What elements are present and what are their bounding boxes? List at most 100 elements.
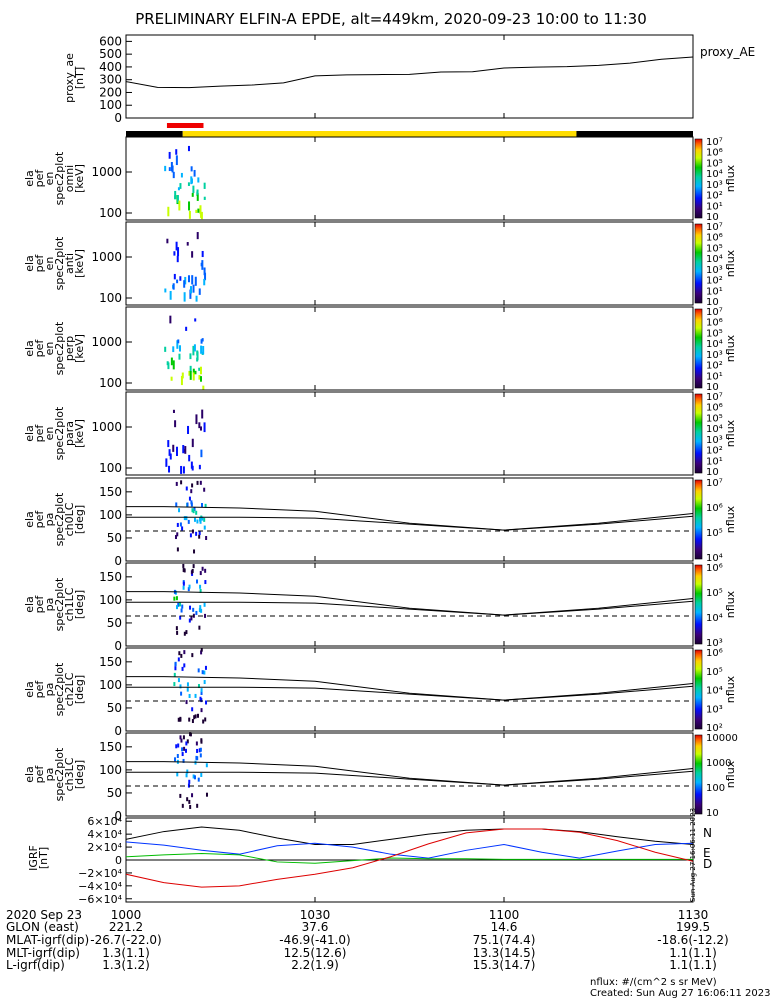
spectrogram-cell — [204, 568, 207, 573]
colorbar-label: nflux — [724, 419, 737, 447]
spectrogram-cell — [185, 773, 188, 778]
spectrogram-cell — [189, 353, 192, 360]
spectrogram-cell — [200, 708, 203, 713]
spectrogram-cell — [195, 755, 198, 760]
pa-panel-ylabel-line: [deg] — [73, 675, 86, 704]
spectrogram-cell — [200, 738, 203, 743]
ephemeris-value: 12.5(12.6) — [284, 946, 347, 960]
energy-panel-ylabel-line: ela — [23, 425, 36, 442]
spectrogram-cell — [188, 454, 191, 462]
spectrogram-cell — [175, 502, 178, 507]
spectrogram-cell — [200, 339, 203, 344]
spectrogram-cell — [198, 748, 201, 753]
spectrogram-cell — [204, 580, 207, 585]
colorbar-tick-label: 10¹ — [706, 456, 723, 467]
spectrogram-cell — [193, 775, 196, 780]
spectrogram-cell — [187, 425, 190, 434]
pa-panel-ylabel-line: [deg] — [73, 505, 86, 534]
colorbar — [694, 564, 703, 645]
colorbar-label: nflux — [724, 249, 737, 277]
spectrogram-cell — [178, 353, 181, 360]
energy-panel-ylabel-line: ela — [23, 255, 36, 272]
spectrogram-cell — [174, 666, 177, 671]
spectrogram-cell — [182, 581, 185, 586]
energy-panel-frame — [125, 391, 694, 476]
spectrogram-cell — [171, 165, 174, 173]
spectrogram-cell — [204, 503, 207, 508]
colorbar-tick-label: 10000 — [706, 733, 738, 744]
spectrogram-cell — [176, 772, 179, 777]
spectrogram-cell — [193, 517, 196, 522]
loss-cone-lower-line — [126, 600, 694, 616]
colorbar — [694, 734, 703, 815]
ephemeris-value: 14.6 — [491, 920, 518, 934]
proxy-ae-ylabel-line: [nT] — [73, 67, 86, 89]
spectrogram-cell — [197, 777, 200, 782]
colorbar-tick-label: 10⁷ — [706, 222, 723, 233]
spectrogram-cell — [167, 206, 170, 217]
energy-panel-ylabel-line: spec2plot — [53, 406, 66, 460]
colorbar-tick-label: 100 — [706, 783, 725, 794]
pa-panel-ylabel-line: pef — [33, 595, 46, 614]
colorbar-tick-label: 1000 — [706, 758, 731, 769]
energy-panel-ylabel-line: anti — [63, 253, 76, 274]
pa-panel-ylabel-line: ch2LC — [63, 672, 76, 706]
colorbar-tick-label: 10¹ — [706, 201, 723, 212]
spectrogram-cell — [176, 605, 179, 610]
spectrogram-cell — [197, 208, 200, 213]
spectrogram-cell — [187, 587, 190, 592]
spectrogram-cell — [201, 338, 204, 342]
spectrogram-cell — [194, 276, 197, 286]
pa-panel-ylabel-line: ela — [23, 681, 36, 698]
y-tick-label: 50 — [107, 701, 122, 715]
spectrogram-cell — [195, 531, 198, 536]
igrf-legend-entry: D — [703, 857, 712, 871]
spectrogram-cell — [188, 799, 191, 804]
loss-cone-upper-line — [126, 676, 694, 701]
ephemeris-row-label: MLT-igrf(dip) — [6, 946, 80, 960]
spectrogram-cell — [182, 563, 185, 568]
colorbar — [694, 393, 703, 474]
spectrogram-cell — [200, 345, 203, 354]
spectrogram-cell — [192, 368, 195, 374]
spectrogram-cell — [204, 272, 207, 281]
energy-panel-ylabel-line: perp — [63, 336, 76, 361]
spectrogram-cell — [174, 190, 177, 200]
spectrogram-cell — [189, 286, 192, 294]
colorbar-tick-label: 10² — [706, 191, 723, 202]
igrf-side-stamp: Sun Aug 27 16:06:11 2023 — [689, 808, 697, 902]
spectrogram-cell — [181, 666, 184, 671]
spectrogram-cell — [177, 602, 180, 607]
y-tick-label: 50 — [107, 616, 122, 630]
pa-panel-ylabel-line: pef — [33, 680, 46, 699]
colorbar-tick-label: 10⁴ — [706, 424, 723, 435]
colorbar-tick-label: 10⁶ — [706, 648, 723, 659]
y-tick-label: 200 — [99, 85, 122, 99]
energy-panel-ylabel-line: spec2plot — [53, 236, 66, 290]
spectrogram-cell — [186, 682, 189, 687]
y-tick-label: 6×10⁴ — [87, 815, 122, 828]
y-tick-label: 100 — [99, 291, 122, 305]
spectrogram-cell — [195, 209, 198, 214]
spectrogram-cell — [175, 481, 178, 486]
spectrogram-cell — [172, 409, 175, 413]
spectrogram-cell — [173, 251, 176, 256]
spectrogram-cell — [167, 440, 170, 448]
energy-panel-ylabel-line: en — [43, 257, 56, 271]
ephemeris-row-label: MLAT-igrf(dip) — [6, 933, 89, 947]
spectrogram-cell — [196, 189, 199, 195]
spectrogram-cell — [188, 779, 191, 784]
colorbar-tick-label: 10⁴ — [706, 169, 723, 180]
spectrogram-cell — [196, 748, 199, 753]
igrf-legend-entry: E — [703, 846, 711, 860]
proxy-ae-line — [125, 56, 694, 89]
spectrogram-cell — [203, 422, 206, 433]
colorbar — [694, 649, 703, 730]
spectrogram-cell — [191, 192, 194, 197]
spectrogram-cell — [199, 588, 202, 593]
spectrogram-cell — [203, 487, 206, 492]
spectrogram-cell — [177, 657, 180, 662]
y-tick-label: 0 — [115, 854, 122, 867]
colorbar — [694, 479, 703, 560]
spectrogram-cell — [198, 375, 201, 380]
